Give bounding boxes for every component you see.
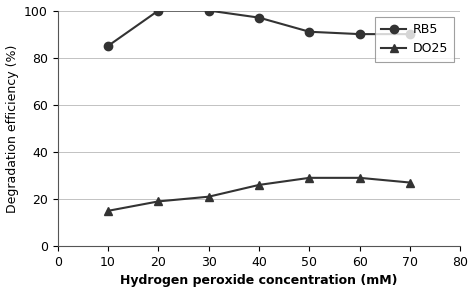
DO25 [407,181,413,184]
DO25 [155,200,161,203]
RB5 [206,9,211,12]
RB5 [105,44,111,48]
DO25 [307,176,312,180]
RB5 [357,32,363,36]
DO25 [256,183,262,187]
RB5 [407,32,413,36]
Y-axis label: Degradation efficiency (%): Degradation efficiency (%) [6,44,18,212]
RB5 [307,30,312,33]
Line: RB5: RB5 [104,6,414,50]
RB5 [155,9,161,12]
Line: DO25: DO25 [104,174,414,215]
RB5 [256,16,262,19]
DO25 [105,209,111,213]
X-axis label: Hydrogen peroxide concentration (mM): Hydrogen peroxide concentration (mM) [120,275,398,287]
DO25 [206,195,211,198]
DO25 [357,176,363,180]
Legend: RB5, DO25: RB5, DO25 [375,17,454,62]
